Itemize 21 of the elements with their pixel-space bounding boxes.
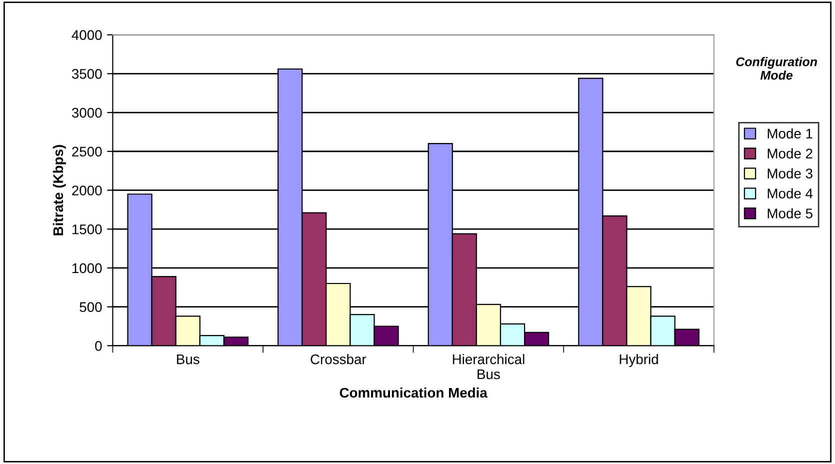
y-tick-label: 4000 [72, 30, 102, 40]
legend-label: Mode 4 [768, 188, 813, 198]
legend-label: Mode 5 [768, 208, 812, 218]
x-tick-label: Crossbar [310, 354, 366, 364]
y-tick-label: 3500 [72, 68, 102, 79]
legend-label: Mode 2 [768, 148, 812, 158]
y-tick-label: 1500 [72, 224, 102, 234]
y-tick-label: 2000 [72, 186, 102, 196]
legend-title: Configuration Mode [736, 57, 817, 80]
y-tick-label: 0 [95, 341, 102, 351]
x-tick-label: Hierarchical Bus [452, 354, 524, 380]
y-tick-label: 3000 [72, 108, 102, 118]
x-axis-title: Communication Media [340, 387, 488, 398]
y-tick-label: 2500 [72, 146, 102, 157]
y-tick-label: 500 [80, 302, 102, 312]
x-tick-label: Bus [177, 354, 200, 364]
legend-label: Mode 3 [768, 168, 812, 178]
y-axis-title: Bitrate (Kbps) [52, 145, 66, 236]
y-tick-label: 1000 [72, 263, 102, 274]
x-tick-label: Hybrid [620, 354, 658, 367]
legend-label: Mode 1 [768, 128, 812, 139]
